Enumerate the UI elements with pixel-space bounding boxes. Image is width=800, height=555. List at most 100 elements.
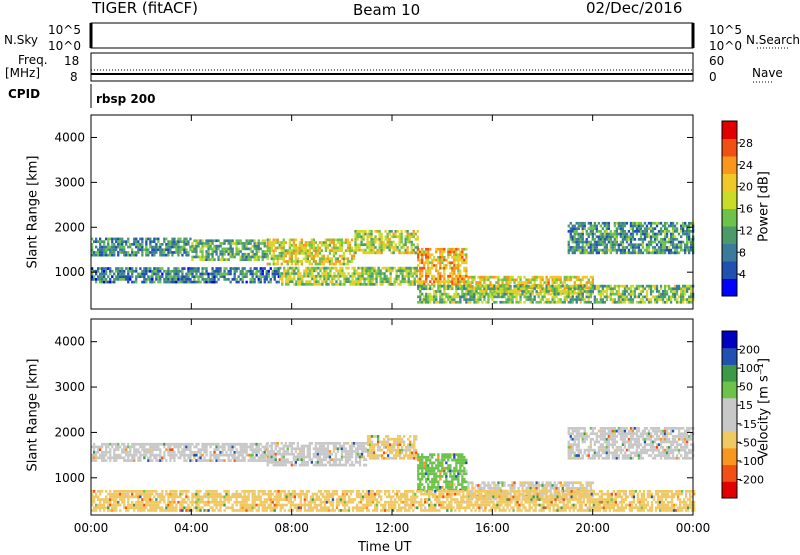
data-cell bbox=[455, 287, 457, 290]
data-cell bbox=[267, 442, 269, 445]
data-cell bbox=[95, 240, 97, 243]
data-cell bbox=[287, 447, 289, 450]
data-cell bbox=[359, 442, 361, 445]
data-cell bbox=[275, 458, 277, 461]
data-cell bbox=[209, 454, 211, 457]
data-cell bbox=[313, 260, 315, 263]
data-cell bbox=[279, 453, 281, 456]
data-cell bbox=[600, 249, 602, 252]
data-cell bbox=[327, 267, 329, 270]
data-cell bbox=[441, 467, 443, 470]
data-cell bbox=[640, 238, 642, 241]
data-cell bbox=[660, 227, 662, 230]
data-cell bbox=[473, 290, 475, 293]
data-cell bbox=[467, 481, 469, 484]
data-cell bbox=[445, 472, 447, 475]
data-cell bbox=[357, 447, 359, 450]
data-cell bbox=[189, 273, 191, 276]
data-cell bbox=[353, 275, 355, 278]
data-cell bbox=[319, 263, 321, 266]
data-cell bbox=[369, 272, 371, 275]
data-cell bbox=[319, 257, 321, 260]
data-cell bbox=[303, 456, 305, 459]
data-cell bbox=[525, 492, 527, 495]
data-cell bbox=[604, 290, 606, 293]
data-cell bbox=[417, 467, 419, 470]
data-cell bbox=[213, 457, 215, 460]
data-cell bbox=[155, 443, 157, 446]
data-cell bbox=[439, 278, 441, 281]
data-cell bbox=[598, 285, 600, 288]
data-cell bbox=[367, 449, 369, 452]
data-cell bbox=[157, 273, 159, 276]
data-cell bbox=[523, 484, 525, 487]
data-cell bbox=[566, 276, 568, 279]
data-cell bbox=[630, 235, 632, 238]
data-cell bbox=[201, 253, 203, 256]
data-cell bbox=[532, 290, 534, 293]
data-cell bbox=[205, 245, 207, 248]
data-cell bbox=[608, 227, 610, 230]
data-cell bbox=[215, 454, 217, 457]
data-cell bbox=[445, 301, 447, 304]
data-cell bbox=[250, 258, 252, 261]
data-cell bbox=[313, 456, 315, 459]
data-cell bbox=[159, 246, 161, 249]
data-cell bbox=[373, 452, 375, 455]
data-cell bbox=[103, 443, 105, 446]
data-cell bbox=[666, 293, 668, 296]
data-cell bbox=[415, 457, 417, 460]
data-cell bbox=[433, 293, 435, 296]
data-cell bbox=[103, 251, 105, 254]
data-cell bbox=[536, 301, 538, 304]
data-cell bbox=[181, 443, 183, 446]
data-cell bbox=[676, 252, 678, 255]
data-cell bbox=[135, 246, 137, 249]
data-cell bbox=[455, 453, 457, 456]
data-cell bbox=[246, 253, 248, 256]
data-cell bbox=[95, 246, 97, 249]
data-cell bbox=[111, 443, 113, 446]
data-cell bbox=[343, 445, 345, 448]
data-cell bbox=[374, 246, 376, 249]
data-cell bbox=[660, 298, 662, 301]
data-cell bbox=[163, 457, 165, 460]
data-cell bbox=[662, 238, 664, 241]
data-cell bbox=[672, 296, 674, 299]
data-cell bbox=[353, 280, 355, 283]
data-cell bbox=[590, 249, 592, 252]
data-cell bbox=[387, 241, 389, 244]
data-cell bbox=[234, 253, 236, 256]
data-cell bbox=[507, 281, 509, 284]
data-cell bbox=[293, 447, 295, 450]
data-cell bbox=[121, 270, 123, 273]
data-cell bbox=[453, 478, 455, 481]
data-cell bbox=[519, 276, 521, 279]
data-cell bbox=[279, 255, 281, 258]
data-cell bbox=[449, 453, 451, 456]
data-cell bbox=[193, 239, 195, 242]
data-cell bbox=[644, 249, 646, 252]
data-cell bbox=[319, 241, 321, 244]
data-cell bbox=[183, 238, 185, 241]
data-cell bbox=[223, 270, 225, 273]
data-cell bbox=[509, 492, 511, 495]
data-cell bbox=[234, 256, 236, 259]
data-cell bbox=[315, 450, 317, 453]
data-cell bbox=[453, 270, 455, 273]
data-cell bbox=[656, 222, 658, 225]
data-cell bbox=[682, 225, 684, 228]
data-cell bbox=[435, 478, 437, 481]
data-cell bbox=[351, 239, 353, 242]
data-cell bbox=[570, 238, 572, 241]
data-cell bbox=[481, 279, 483, 282]
data-cell bbox=[254, 459, 256, 462]
data-cell bbox=[175, 281, 177, 284]
data-cell bbox=[409, 252, 411, 255]
data-cell bbox=[672, 246, 674, 249]
data-cell bbox=[417, 253, 419, 256]
data-cell bbox=[406, 275, 408, 278]
data-cell bbox=[283, 267, 285, 270]
data-cell bbox=[256, 258, 258, 261]
data-cell bbox=[576, 222, 578, 225]
